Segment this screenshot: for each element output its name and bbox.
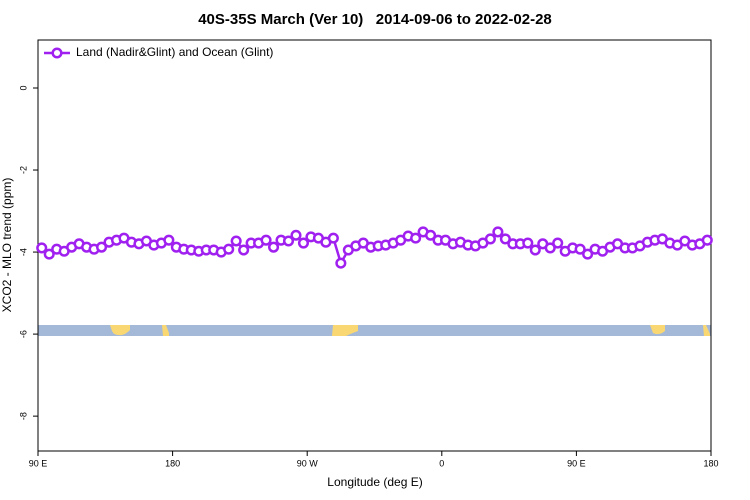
data-point — [522, 237, 534, 249]
y-axis-label: XCO2 - MLO trend (ppm) — [0, 178, 14, 313]
data-point — [230, 235, 242, 247]
data-point — [544, 242, 556, 254]
data-point — [410, 232, 422, 244]
x-axis-label: Longitude (deg E) — [327, 475, 422, 489]
y-tick-label: -8 — [18, 412, 28, 420]
data-point — [484, 233, 496, 245]
data-point — [582, 248, 594, 260]
data-point — [223, 243, 235, 255]
data-point — [163, 234, 175, 246]
legend-label: Land (Nadir&Glint) and Ocean (Glint) — [76, 45, 273, 59]
data-point — [290, 229, 302, 241]
x-tick-label: 180 — [165, 458, 180, 468]
land-patch — [650, 325, 665, 335]
x-tick-label: 0 — [439, 458, 444, 468]
data-point — [297, 237, 310, 249]
x-tick-label: 90 E — [567, 458, 586, 468]
data-point — [499, 233, 511, 245]
data-point — [335, 257, 347, 269]
data-point — [282, 235, 295, 247]
land-patch — [110, 325, 130, 336]
y-tick-label: -4 — [18, 248, 28, 256]
data-point — [574, 243, 586, 255]
data-point — [701, 234, 713, 246]
land-patch — [332, 325, 358, 336]
y-tick-label: -6 — [18, 330, 28, 338]
x-tick-label: 180 — [703, 458, 718, 468]
data-point — [425, 229, 437, 241]
data-point — [96, 241, 108, 253]
y-tick-label: 0 — [18, 85, 28, 90]
data-point — [238, 244, 250, 256]
data-point — [268, 241, 280, 253]
surface-strip — [38, 325, 711, 336]
data-point — [327, 232, 339, 244]
data-point — [43, 248, 55, 260]
land-patch — [162, 325, 169, 336]
data-point — [552, 237, 564, 249]
land-patch — [703, 325, 710, 336]
chart-title: 40S-35S March (Ver 10) 2014-09-06 to 202… — [198, 11, 552, 28]
x-tick-label: 90 E — [29, 458, 48, 468]
ocean-strip — [38, 325, 711, 336]
legend-marker — [51, 47, 63, 59]
data-point — [260, 234, 272, 246]
data-point — [36, 242, 48, 254]
y-tick-label: -2 — [18, 166, 28, 174]
data-point — [529, 244, 541, 256]
data-point — [492, 226, 504, 238]
x-tick-label: 90 W — [297, 458, 319, 468]
